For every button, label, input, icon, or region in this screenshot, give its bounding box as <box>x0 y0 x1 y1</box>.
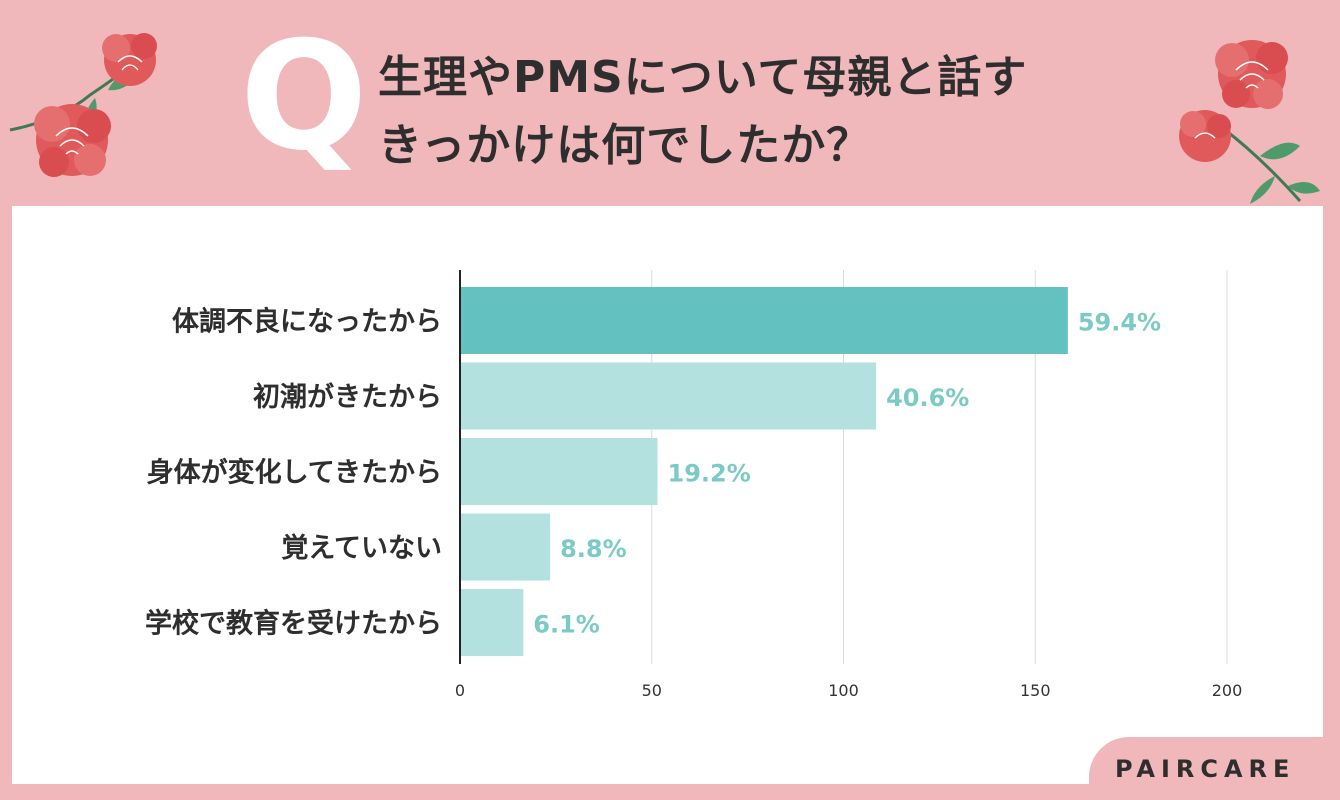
value-label: 59.4% <box>1078 309 1161 337</box>
bar <box>460 589 524 656</box>
brand-badge: PAIRCARE <box>1089 737 1340 800</box>
x-tick-label: 200 <box>1212 681 1243 700</box>
value-label: 8.8% <box>560 535 627 563</box>
bar-chart: 0 50 100 150 200 体調不良になったから 59.4% 初潮がきたから 40.6% 身… <box>145 270 1243 700</box>
q-letter: Q <box>240 10 368 184</box>
category-label: 学校で教育を受けたから <box>145 608 442 640</box>
category-label: 初潮がきたから <box>253 381 442 413</box>
chart-panel: 0 50 100 150 200 体調不良になったから 59.4% 初潮がきたから 40.6% 身… <box>12 206 1323 784</box>
brand-logo: PAIRCARE <box>1115 755 1296 783</box>
category-label: 身体が変化してきたから <box>147 457 442 489</box>
x-tick-label: 100 <box>828 681 859 700</box>
header: Q 生理やPMSについて母親と話す きっかけは何でしたか？ <box>0 0 1340 206</box>
category-label: 体調不良になったから <box>172 306 442 338</box>
carnation-left-icon <box>9 33 157 177</box>
bar <box>460 513 551 581</box>
question-title-line1: 生理やPMSについて母親と話す <box>378 52 1028 103</box>
question-title: 生理やPMSについて母親と話す きっかけは何でしたか？ <box>378 44 1027 180</box>
category-label: 覚えていない <box>281 533 442 564</box>
bar <box>460 362 877 430</box>
value-label: 40.6% <box>886 384 969 412</box>
x-tick-label: 150 <box>1020 681 1051 700</box>
x-tick-label: 50 <box>642 681 662 700</box>
carnation-right-icon <box>1179 40 1320 204</box>
bar <box>460 438 658 505</box>
x-tick-label: 0 <box>455 681 465 700</box>
value-label: 19.2% <box>668 460 751 488</box>
bar <box>460 287 1068 354</box>
question-title-line2: きっかけは何でしたか？ <box>378 120 872 171</box>
value-label: 6.1% <box>533 611 600 639</box>
